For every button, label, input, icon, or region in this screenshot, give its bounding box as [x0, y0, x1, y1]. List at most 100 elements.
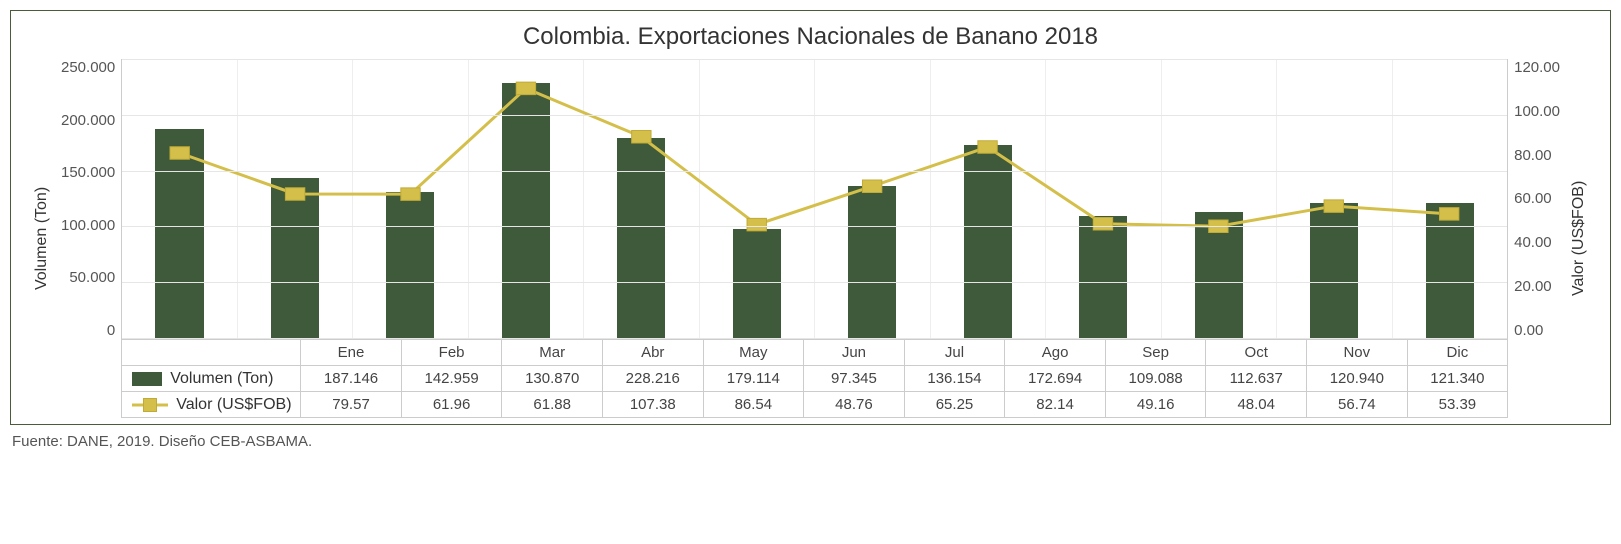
gridline: [122, 338, 1507, 339]
bar: [155, 129, 203, 338]
gridline: [122, 226, 1507, 227]
category-cell: Sep: [1106, 339, 1207, 366]
bar-slot: [469, 59, 584, 338]
bar-slot: [353, 59, 468, 338]
valor-cell: 61.96: [402, 392, 503, 418]
bar-slot: [584, 59, 699, 338]
volumen-cell: 228.216: [603, 366, 704, 392]
bar-slot: [1393, 59, 1507, 338]
valor-cell: 49.16: [1106, 392, 1207, 418]
legend-label-valor: Valor (US$FOB): [176, 396, 291, 414]
bar: [1079, 216, 1127, 338]
y-tick-left: 250.000: [61, 59, 115, 76]
bar: [964, 145, 1012, 338]
volumen-cell: 97.345: [804, 366, 905, 392]
bar-slot: [122, 59, 237, 338]
category-cell: Abr: [603, 339, 704, 366]
category-cell: Ago: [1005, 339, 1106, 366]
category-cell: May: [704, 339, 805, 366]
y-tick-right: 120.00: [1514, 59, 1560, 76]
valor-cell: 82.14: [1005, 392, 1106, 418]
volumen-cell: 120.940: [1307, 366, 1408, 392]
volumen-cell: 136.154: [905, 366, 1006, 392]
chart-title: Colombia. Exportaciones Nacionales de Ba…: [29, 23, 1592, 51]
category-cell: Ene: [301, 339, 402, 366]
volumen-cell: 187.146: [301, 366, 402, 392]
volumen-cell: 121.340: [1408, 366, 1509, 392]
bar: [848, 186, 896, 338]
y-tick-left: 50.000: [61, 269, 115, 286]
valor-cell: 53.39: [1408, 392, 1509, 418]
y-tick-left: 100.000: [61, 217, 115, 234]
bar: [617, 138, 665, 338]
bar: [502, 83, 550, 338]
gridline: [122, 59, 1507, 60]
data-columns: EneFebMarAbrMayJunJulAgoSepOctNovDic 187.…: [301, 339, 1508, 418]
category-cell: Jul: [905, 339, 1006, 366]
valor-cell: 48.76: [804, 392, 905, 418]
volumen-cell: 179.114: [704, 366, 805, 392]
y-tick-right: 80.00: [1514, 147, 1560, 164]
source-caption: Fuente: DANE, 2019. Diseño CEB-ASBAMA.: [12, 433, 1611, 450]
category-cell: Feb: [402, 339, 503, 366]
y-tick-right: 0.00: [1514, 322, 1560, 339]
legend-spacer: [121, 339, 301, 366]
legend-row-valor: Valor (US$FOB): [121, 392, 301, 418]
bar-slot: [1162, 59, 1277, 338]
gridline: [122, 115, 1507, 116]
valor-cell: 107.38: [603, 392, 704, 418]
y-tick-right: 40.00: [1514, 234, 1560, 251]
y-tick-left: 0: [61, 322, 115, 339]
valor-cell: 65.25: [905, 392, 1006, 418]
bar-slot: [238, 59, 353, 338]
chart-frame: Colombia. Exportaciones Nacionales de Ba…: [10, 10, 1611, 425]
y-tick-right: 20.00: [1514, 278, 1560, 295]
y-ticks-left: 250.000 200.000 150.000 100.000 50.000 0: [55, 59, 121, 339]
volumen-cell: 112.637: [1206, 366, 1307, 392]
bar: [733, 229, 781, 338]
y-tick-right: 100.00: [1514, 103, 1560, 120]
category-cell: Dic: [1408, 339, 1509, 366]
legend-label-volumen: Volumen (Ton): [170, 370, 273, 388]
valor-cell: 61.88: [502, 392, 603, 418]
y-tick-left: 200.000: [61, 112, 115, 129]
y-tick-left: 150.000: [61, 164, 115, 181]
plot-area: [121, 59, 1508, 339]
bars-row: [122, 59, 1507, 338]
y-axis-label-left: Volumen (Ton): [29, 59, 55, 418]
plot-area-wrap: [121, 59, 1508, 339]
legend-column: Volumen (Ton) Valor (US$FOB): [121, 339, 301, 418]
y-ticks-right: 120.00 100.00 80.00 60.00 40.00 20.00 0.00: [1508, 59, 1566, 339]
gridline: [122, 171, 1507, 172]
volumen-cell: 172.694: [1005, 366, 1106, 392]
bar-slot: [931, 59, 1046, 338]
bar-slot: [1277, 59, 1392, 338]
volumen-cell: 142.959: [402, 366, 503, 392]
bar: [271, 178, 319, 338]
category-cell: Oct: [1206, 339, 1307, 366]
bar-slot: [815, 59, 930, 338]
legend-row-volumen: Volumen (Ton): [121, 366, 301, 392]
category-cell: Mar: [502, 339, 603, 366]
category-cell: Jun: [804, 339, 905, 366]
volumen-cell: 130.870: [502, 366, 603, 392]
valor-cell: 86.54: [704, 392, 805, 418]
volumen-cell: 109.088: [1106, 366, 1207, 392]
data-table: Volumen (Ton) Valor (US$FOB) EneF: [121, 339, 1508, 418]
y-axis-label-right: Valor (US$FOB): [1566, 59, 1592, 418]
category-cell: Nov: [1307, 339, 1408, 366]
valor-cell: 79.57: [301, 392, 402, 418]
gridline: [122, 282, 1507, 283]
bar: [1310, 203, 1358, 338]
valor-cell: 56.74: [1307, 392, 1408, 418]
chart-body: Volumen (Ton) 250.000 200.000 150.000 100.0…: [29, 59, 1592, 418]
bar: [1195, 212, 1243, 338]
bar: [1426, 203, 1474, 338]
line-swatch-icon: [132, 398, 168, 412]
y-tick-right: 60.00: [1514, 190, 1560, 207]
bar-slot: [700, 59, 815, 338]
bar-slot: [1046, 59, 1161, 338]
valor-cell: 48.04: [1206, 392, 1307, 418]
bar: [386, 192, 434, 338]
bar-swatch-icon: [132, 372, 162, 386]
